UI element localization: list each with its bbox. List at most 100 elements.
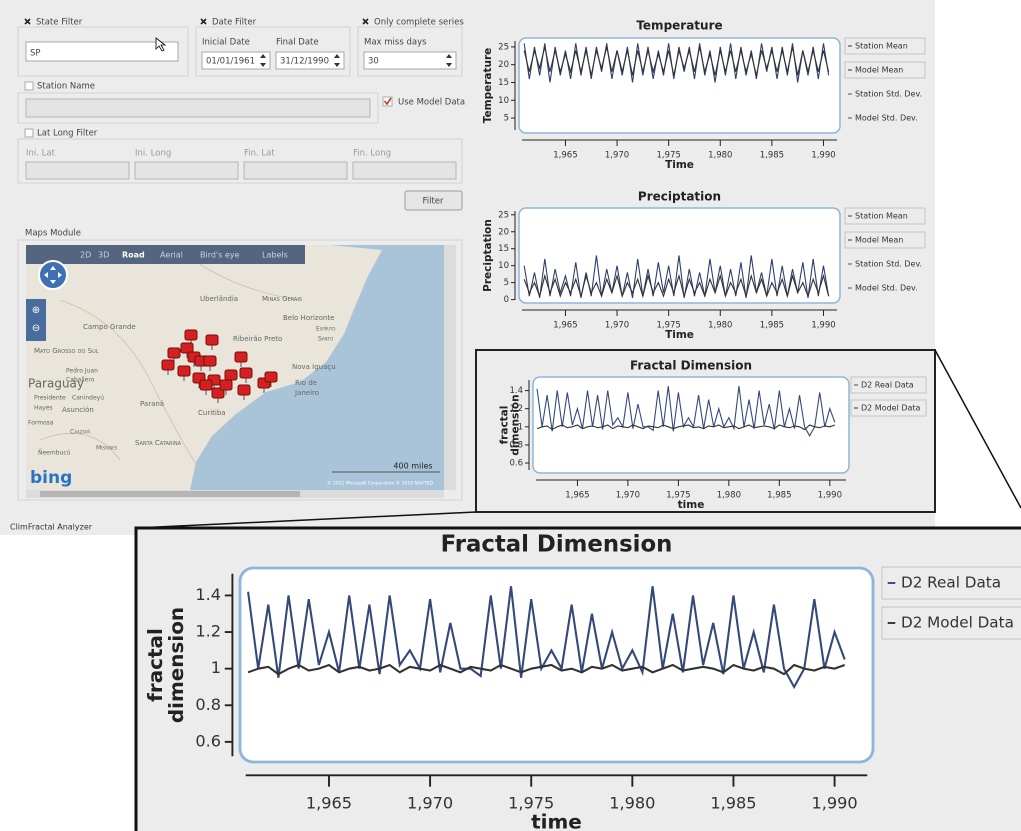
y-axis-label: dimension xyxy=(510,394,522,455)
map-toolbar-item[interactable]: Road xyxy=(122,251,145,260)
station-pin[interactable] xyxy=(240,368,252,378)
map-toolbar-item[interactable]: Aerial xyxy=(160,251,183,260)
station-pin[interactable] xyxy=(162,360,174,370)
state-value: SP xyxy=(30,49,41,59)
x-tick-label: 1,990 xyxy=(811,151,835,161)
station-pin[interactable] xyxy=(265,372,277,382)
x-tick-label: 1,980 xyxy=(708,151,732,161)
station-pin[interactable] xyxy=(204,356,216,366)
station-pin[interactable] xyxy=(220,380,232,390)
ini-long-label: Ini. Long xyxy=(135,149,171,159)
station-pin[interactable] xyxy=(185,330,197,340)
y-tick-label: 25 xyxy=(498,42,509,52)
map-toolbar-item[interactable]: Labels xyxy=(262,251,288,260)
map-copyright: © 2011 Microsoft Corporation © 2010 NAVT… xyxy=(327,480,433,487)
map-place: Santo xyxy=(318,336,333,343)
y-axis-label: Temperature xyxy=(482,48,494,124)
map[interactable]: ⊕ ⊖ 2D 3D Road Aerial Bird's eye Labels Uberlâ… xyxy=(26,245,456,498)
map-place: Minas Gerais xyxy=(262,295,302,303)
map-toolbar-item[interactable]: 3D xyxy=(98,251,109,260)
x-tick-label: 1,970 xyxy=(616,491,640,501)
x-axis-label: Time xyxy=(665,329,694,341)
chart-title: Temperature xyxy=(636,19,722,33)
station-pin[interactable] xyxy=(200,380,212,390)
station-pin[interactable] xyxy=(206,335,218,345)
station-name-label: Station Name xyxy=(37,82,95,92)
map-place: Asunción xyxy=(62,406,94,414)
y-tick-label: 20 xyxy=(498,60,509,70)
station-pin[interactable] xyxy=(235,352,247,362)
map-place: Presidente xyxy=(34,395,66,402)
map-place: Uberlândia xyxy=(200,295,238,303)
legend-label: Station Std. Dev. xyxy=(855,90,922,99)
scrollbar[interactable] xyxy=(444,245,456,490)
x-tick-label: 1,980 xyxy=(717,491,741,501)
x-axis-label: time xyxy=(531,809,582,831)
map-place: Misiones xyxy=(96,445,118,452)
checkbox[interactable] xyxy=(25,82,33,90)
station-pin[interactable] xyxy=(238,385,250,395)
map-place: Rio de xyxy=(295,379,317,387)
fin-long-input[interactable] xyxy=(353,162,456,179)
status-bar: ClimFractal Analyzer xyxy=(10,523,93,532)
map-toolbar-item[interactable]: Bird's eye xyxy=(200,251,240,260)
legend-label: D2 Real Data xyxy=(901,574,1001,592)
lat-long-label: Lat Long Filter xyxy=(37,129,98,139)
station-pin[interactable] xyxy=(178,366,190,376)
ini-lat-label: Ini. Lat xyxy=(26,149,56,159)
final-date-label: Final Date xyxy=(276,38,319,48)
map-scale: 400 miles xyxy=(393,462,432,471)
y-tick-label: 0 xyxy=(504,295,509,305)
state-input[interactable] xyxy=(26,42,178,61)
use-model-label: Use Model Data xyxy=(398,98,465,108)
map-nav[interactable] xyxy=(39,261,67,289)
map-place: Ribeirão Preto xyxy=(233,335,282,343)
map-place: Ñeembucú xyxy=(38,450,71,457)
station-pin[interactable] xyxy=(225,370,237,380)
x-tick-label: 1,980 xyxy=(609,793,655,812)
plot-area xyxy=(240,568,873,762)
zoom-in-icon[interactable]: ⊕ xyxy=(32,305,40,316)
x-tick-label: 1,980 xyxy=(708,321,732,331)
station-input[interactable] xyxy=(26,99,370,117)
complete-series-label: Only complete series xyxy=(374,18,464,28)
scroll-thumb[interactable] xyxy=(40,491,300,497)
map-place: Caballero xyxy=(66,377,95,384)
map-place: Santa Catarina xyxy=(135,439,182,447)
map-place: Hayes xyxy=(34,405,53,412)
legend-label: Station Std. Dev. xyxy=(855,260,922,269)
map-place: Canindeyú xyxy=(72,395,104,402)
x-axis-label: Time xyxy=(665,159,694,171)
legend-label: Model Std. Dev. xyxy=(855,114,918,123)
filter-button-label[interactable]: Filter xyxy=(422,197,444,207)
page: {"filters": {"state_filter": "State Filt… xyxy=(0,0,1021,831)
y-tick-label: 0.6 xyxy=(195,731,221,750)
x-tick-label: 1,985 xyxy=(760,321,784,331)
x-tick-label: 1,990 xyxy=(811,321,835,331)
y-tick-label: 1 xyxy=(211,658,221,677)
x-axis-label: time xyxy=(678,499,705,511)
ini-lat-input[interactable] xyxy=(26,162,129,179)
initial-date: 01/01/1961 xyxy=(206,57,255,67)
map-place: Pedro Juan xyxy=(66,368,98,375)
map-place: Mato Grosso do Sul xyxy=(34,347,99,355)
zoom-out-icon[interactable]: ⊖ xyxy=(32,323,40,334)
x-tick-label: 1,965 xyxy=(306,793,352,812)
x-tick-label: 1,990 xyxy=(818,491,842,501)
legend-label: D2 Model Data xyxy=(901,614,1014,632)
checkbox[interactable] xyxy=(25,129,33,137)
x-tick-label: 1,965 xyxy=(565,491,589,501)
map-place: Janeiro xyxy=(294,389,319,397)
map-toolbar-item[interactable]: 2D xyxy=(80,251,91,260)
legend-label: Model Mean xyxy=(855,66,903,75)
ini-long-input[interactable] xyxy=(135,162,238,179)
map-logo: bing xyxy=(30,468,72,488)
y-tick-label: 15 xyxy=(498,244,509,254)
map-place: Paraná xyxy=(140,400,164,408)
map-place: Caazapá xyxy=(70,429,90,436)
fin-lat-input[interactable] xyxy=(244,162,347,179)
station-pin[interactable] xyxy=(168,348,180,358)
initial-date-label: Inicial Date xyxy=(202,38,250,48)
y-tick-label: 10 xyxy=(498,96,509,106)
fin-lat-label: Fin. Lat xyxy=(244,149,275,159)
